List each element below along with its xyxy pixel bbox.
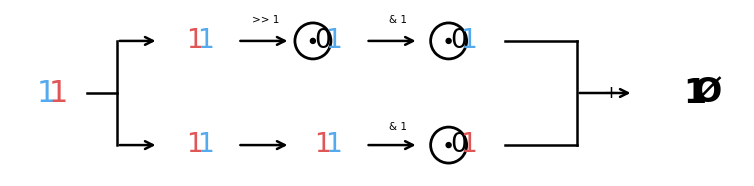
- Text: 0: 0: [314, 28, 331, 54]
- Ellipse shape: [431, 127, 467, 163]
- Text: 1: 1: [37, 78, 57, 108]
- Text: >> 1: >> 1: [252, 15, 279, 25]
- Circle shape: [311, 39, 315, 43]
- Text: 0: 0: [450, 132, 467, 158]
- Text: 1: 1: [325, 132, 342, 158]
- Text: 1: 1: [49, 78, 69, 108]
- Text: 1: 1: [325, 28, 342, 54]
- Ellipse shape: [431, 23, 467, 59]
- Text: Ø: Ø: [694, 76, 722, 110]
- Text: 1: 1: [186, 28, 203, 54]
- Ellipse shape: [295, 23, 331, 59]
- Circle shape: [446, 143, 451, 147]
- Text: 0: 0: [450, 28, 467, 54]
- Text: 1: 1: [683, 76, 706, 110]
- Text: 1: 1: [461, 132, 477, 158]
- Text: & 1: & 1: [389, 15, 407, 25]
- Text: 1: 1: [461, 28, 477, 54]
- Circle shape: [446, 39, 451, 43]
- Text: 1: 1: [186, 132, 203, 158]
- Text: 1: 1: [314, 132, 331, 158]
- Text: +: +: [603, 84, 618, 102]
- Text: 1: 1: [197, 28, 213, 54]
- Text: & 1: & 1: [389, 122, 407, 132]
- Text: 1: 1: [197, 132, 213, 158]
